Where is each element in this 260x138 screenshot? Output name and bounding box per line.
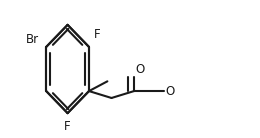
Text: F: F xyxy=(64,120,71,133)
Text: O: O xyxy=(165,85,174,98)
Text: O: O xyxy=(135,63,145,76)
Text: Br: Br xyxy=(26,33,39,46)
Text: F: F xyxy=(94,28,101,41)
